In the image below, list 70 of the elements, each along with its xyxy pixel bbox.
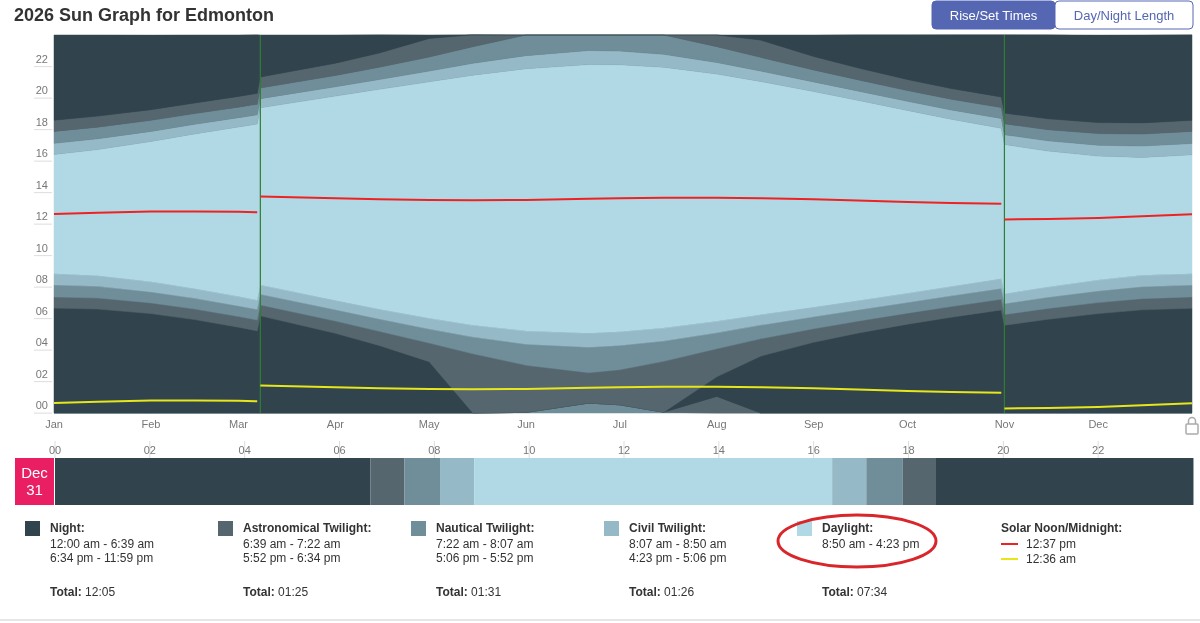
y-tick-label: 12 [35,210,48,223]
text: Day/Night Length [1073,8,1175,23]
x-tick-label: Dec [1088,418,1109,430]
y-tick-label: 16 [35,147,48,160]
bar [936,458,1194,505]
chart-title: 2026 Sun Graph for Edmonton [14,5,275,25]
x-tick-label: 10 [523,444,536,456]
x-tick-label: 14 [712,444,725,456]
annotation: 6:34 pm - 11:59 pm [50,551,154,565]
annotation: Solar Noon/Midnight: [1001,521,1123,535]
text: Total: 01:25 [243,585,309,599]
legend-label: Daylight: [822,521,874,535]
x-tick-label: 06 [333,444,346,456]
y-tick-label: 22 [35,52,48,65]
x-tick-label: 16 [807,444,820,456]
y-tick-label: 10 [35,241,48,254]
legend-label: Astronomical Twilight: [243,521,372,535]
annotation: 5:06 pm - 5:52 pm [436,551,534,565]
x-tick-label: Apr [326,418,345,430]
x-tick-label: 08 [428,444,441,456]
y-tick-label: 20 [35,84,48,97]
legend-label: Nautical Twilight: [436,521,535,535]
y-tick-label: Dec 31 [21,464,49,498]
annotation: 8:07 am - 8:50 am [629,537,727,551]
y-tick-label: 00 [35,399,48,412]
y-tick-label: 18 [35,115,48,128]
y-tick-label: 14 [35,178,48,191]
legend-label: Night: [50,521,85,535]
annotation: 12:00 am - 6:39 am [50,537,155,551]
text: Rise/Set Times [949,8,1038,23]
text: Total: 07:34 [822,585,888,599]
y-tick-label: 02 [35,367,48,380]
bar [902,458,936,505]
x-tick-label: Sep [803,418,824,430]
annotation: 4:23 pm - 5:06 pm [629,551,727,565]
x-tick-label: Jun [517,418,535,430]
x-tick-label: 04 [238,444,251,456]
text: Total: 01:31 [436,585,502,599]
x-tick-label: 12 [617,444,631,456]
annotation: 12:37 pm [1026,537,1077,551]
y-tick-label: 06 [35,304,48,317]
annotation: 5:52 pm - 6:34 pm [243,551,341,565]
x-tick-label: Mar [228,418,249,430]
annotation: 6:39 am - 7:22 am [243,537,341,551]
x-tick-label: Oct [898,418,917,430]
x-tick-label: Nov [994,418,1015,430]
bar [866,458,903,505]
bar [370,458,405,505]
annotation: 12:36 am [1026,552,1077,566]
bar [832,458,867,505]
x-tick-label: 00 [48,444,62,456]
y-tick-label: 08 [35,273,48,286]
text: Total: 12:05 [50,585,116,599]
y-tick-label: 04 [35,336,48,349]
x-tick-label: 18 [902,444,915,456]
x-tick-label: 20 [997,444,1010,456]
bar [440,458,475,505]
x-tick-label: 02 [143,444,156,456]
x-tick-label: 22 [1092,444,1105,456]
bar [474,458,833,505]
annotation: 7:22 am - 8:07 am [436,537,534,551]
annotation: 8:50 am - 4:23 pm [822,537,920,551]
bar [404,458,441,505]
text: Total: 01:26 [629,585,695,599]
x-tick-label: May [418,418,441,430]
legend-label: Civil Twilight: [629,521,707,535]
x-tick-label: Jan [45,418,63,430]
x-tick-label: Jul [612,418,627,430]
x-tick-label: Aug [707,418,727,430]
x-tick-label: Feb [141,418,161,430]
